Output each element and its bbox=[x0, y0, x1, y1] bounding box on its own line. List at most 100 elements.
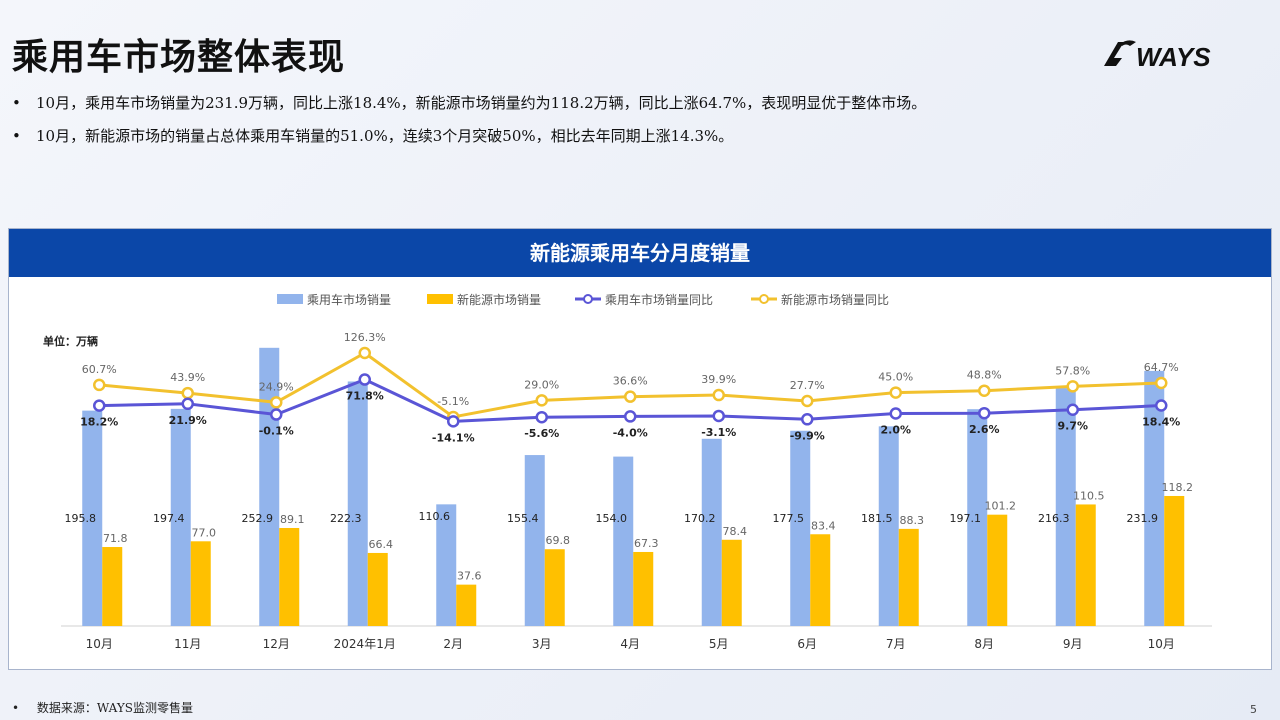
total-yoy-label: 71.8% bbox=[346, 390, 384, 403]
marker-nev-yoy bbox=[1155, 376, 1168, 390]
monthly-sales-chart: 单位：万辆 乘用车市场销量 新能源市场销量 乘用车市场销量同比 新能源市场销量同比 195… bbox=[43, 292, 1212, 651]
bar-total-label: 195.8 bbox=[65, 512, 97, 525]
summary-bullets: • 10月，乘用车市场销量为231.9万辆，同比上涨18.4%，新能源市场销量约… bbox=[10, 92, 1260, 158]
bar-nev-sales bbox=[1164, 495, 1185, 626]
total-yoy-label: -9.9% bbox=[790, 429, 825, 442]
bar-total-sales bbox=[524, 455, 545, 626]
bar-nev-sales bbox=[987, 514, 1008, 626]
bar-nev-sales bbox=[633, 551, 654, 626]
bar-total-sales bbox=[436, 504, 457, 626]
nev-yoy-label: 27.7% bbox=[790, 379, 825, 392]
bar-total-sales bbox=[701, 438, 722, 626]
marker-nev-yoy bbox=[358, 346, 371, 360]
marker-total-yoy bbox=[1066, 403, 1079, 416]
marker-total-yoy bbox=[801, 413, 814, 426]
legend-marker bbox=[583, 294, 593, 304]
x-tick-label: 7月 bbox=[886, 637, 906, 651]
marker-total-yoy bbox=[181, 397, 194, 411]
bar-nev-label: 88.3 bbox=[900, 514, 925, 527]
marker-total-yoy bbox=[1155, 399, 1168, 412]
nev-yoy-label: 64.7% bbox=[1144, 361, 1179, 374]
bar-total-sales bbox=[347, 381, 368, 626]
bar-nev-sales bbox=[721, 539, 742, 626]
x-tick-label: 2月 bbox=[443, 637, 463, 651]
bar-nev-label: 69.8 bbox=[546, 534, 571, 547]
x-tick-label: 5月 bbox=[709, 637, 729, 651]
bar-total-sales bbox=[878, 426, 899, 626]
bar-nev-sales bbox=[102, 547, 123, 626]
legend-label: 新能源市场销量 bbox=[457, 292, 541, 307]
bar-total-sales bbox=[82, 410, 103, 626]
nev-yoy-label: 29.0% bbox=[524, 378, 559, 391]
bar-total-sales bbox=[613, 456, 634, 626]
summary-bullet: • 10月，新能源市场的销量占总体乘用车销量的51.0%，连续3个月突破50%，… bbox=[10, 125, 1260, 147]
ways-logo: WAYS bbox=[1104, 40, 1211, 70]
total-yoy-label: -14.1% bbox=[432, 431, 475, 444]
bullet-marker: • bbox=[12, 94, 21, 112]
page-number: 5 bbox=[1250, 703, 1257, 716]
legend-swatch bbox=[427, 294, 453, 304]
bar-nev-label: 78.4 bbox=[723, 525, 748, 538]
total-yoy-label: 21.9% bbox=[169, 414, 207, 427]
bar-total-label: 154.0 bbox=[596, 512, 628, 525]
total-yoy-label: 9.7% bbox=[1057, 420, 1088, 433]
bar-total-label: 197.1 bbox=[950, 512, 982, 525]
page-title: 乘用车市场整体表现 bbox=[12, 36, 346, 78]
x-tick-label: 6月 bbox=[797, 637, 817, 651]
x-tick-label: 2024年1月 bbox=[334, 637, 396, 651]
bar-total-sales bbox=[790, 430, 811, 626]
marker-total-yoy bbox=[358, 373, 371, 386]
x-tick-label: 12月 bbox=[263, 637, 290, 651]
legend-label: 乘用车市场销量同比 bbox=[605, 292, 713, 307]
marker-nev-yoy bbox=[1066, 380, 1079, 393]
nev-yoy-label: 24.9% bbox=[259, 380, 294, 393]
bar-total-label: 216.3 bbox=[1038, 512, 1070, 525]
bar-nev-label: 67.3 bbox=[634, 537, 659, 550]
x-tick-label: 3月 bbox=[532, 637, 552, 651]
marker-total-yoy bbox=[270, 408, 283, 421]
total-yoy-label: -5.6% bbox=[524, 427, 559, 440]
marker-nev-yoy bbox=[93, 378, 106, 392]
marker-nev-yoy bbox=[978, 384, 991, 397]
bar-total-label: 231.9 bbox=[1127, 512, 1159, 525]
bar-nev-label: 66.4 bbox=[369, 538, 394, 551]
marker-total-yoy bbox=[93, 399, 106, 412]
marker-nev-yoy bbox=[181, 386, 194, 400]
bar-nev-sales bbox=[456, 584, 477, 626]
marker-total-yoy bbox=[889, 407, 902, 420]
marker-nev-yoy bbox=[270, 396, 283, 409]
marker-total-yoy bbox=[978, 406, 991, 420]
bar-nev-sales bbox=[810, 534, 831, 626]
bar-total-label: 222.3 bbox=[330, 512, 362, 525]
bar-nev-label: 101.2 bbox=[985, 500, 1017, 513]
chart-panel: 新能源乘用车分月度销量 单位：万辆 乘用车市场销量 新能源市场销量 乘用车市场销量同比… bbox=[8, 228, 1272, 670]
nev-yoy-label: 39.9% bbox=[701, 373, 736, 386]
nev-yoy-label: -5.1% bbox=[437, 395, 469, 408]
x-tick-label: 10月 bbox=[1148, 637, 1175, 651]
total-yoy-label: 18.4% bbox=[1142, 416, 1180, 429]
bullet-text: 10月，新能源市场的销量占总体乘用车销量的51.0%，连续3个月突破50%，相比… bbox=[36, 127, 734, 145]
bar-nev-label: 89.1 bbox=[280, 513, 305, 526]
x-tick-label: 4月 bbox=[620, 637, 640, 651]
bar-nev-label: 37.6 bbox=[457, 570, 482, 583]
x-tick-label: 11月 bbox=[174, 637, 201, 651]
nev-yoy-label: 43.9% bbox=[170, 371, 205, 384]
bar-nev-label: 110.5 bbox=[1073, 489, 1105, 502]
brand-text: WAYS bbox=[1136, 42, 1211, 70]
bar-total-label: 197.4 bbox=[153, 512, 185, 525]
bar-total-sales bbox=[170, 408, 191, 626]
bar-total-sales bbox=[1055, 388, 1076, 626]
total-yoy-label: -4.0% bbox=[613, 426, 648, 439]
nev-yoy-label: 36.6% bbox=[613, 375, 648, 388]
bar-nev-label: 83.4 bbox=[811, 519, 836, 532]
nev-yoy-label: 45.0% bbox=[878, 371, 913, 384]
source-text: 数据来源：WAYS监测零售量 bbox=[36, 701, 193, 715]
marker-nev-yoy bbox=[889, 386, 902, 399]
marker-total-yoy bbox=[447, 415, 460, 428]
nev-yoy-label: 57.8% bbox=[1055, 364, 1090, 377]
bar-total-sales bbox=[967, 409, 988, 626]
summary-bullet: • 10月，乘用车市场销量为231.9万辆，同比上涨18.4%，新能源市场销量约… bbox=[10, 92, 1260, 114]
bar-total-label: 177.5 bbox=[773, 512, 805, 525]
bar-nev-sales bbox=[367, 552, 388, 626]
marker-nev-yoy bbox=[712, 388, 725, 402]
